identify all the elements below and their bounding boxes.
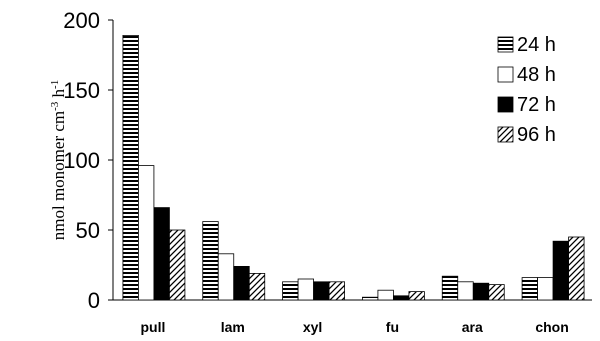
legend-label-72h: 72 h [517, 94, 556, 116]
bar-lam-72h [233, 265, 250, 301]
legend-label-96h: 96 h [517, 124, 556, 146]
bar-xyl-48h [297, 278, 314, 301]
bar-ara-96h [488, 284, 505, 301]
bar-xyl-72h [313, 281, 330, 301]
bar-fu-96h [408, 291, 425, 301]
bar-lam-96h [248, 272, 266, 301]
category-label-lam: lam [221, 319, 245, 335]
category-label-fu: fu [386, 319, 399, 335]
bar-chon-48h [537, 277, 554, 301]
y-tick-label: 150 [63, 78, 100, 103]
bar-fu-72h [393, 295, 410, 301]
y-axis-label: nmol monomer cm-3 h-1 [49, 80, 68, 240]
bar-fu-48h [377, 289, 394, 301]
bars [122, 35, 585, 301]
bar-ara-48h [457, 281, 474, 301]
bar-lam-48h [217, 253, 235, 301]
legend-swatch-72h [497, 96, 514, 113]
bar-pull-96h [169, 229, 186, 301]
bar-chon-72h [552, 240, 569, 301]
bar-xyl-24h [282, 281, 299, 301]
bar-ara-24h [441, 275, 459, 301]
y-axis-ticks: 0 50 100 150 200 [63, 8, 113, 313]
bar-pull-72h [153, 207, 170, 301]
legend: 24 h 48 h 72 h 96 h [497, 34, 556, 146]
bar-pull-24h [122, 35, 139, 301]
legend-swatch-24h [497, 36, 514, 53]
bar-xyl-96h [328, 281, 345, 301]
y-tick-label: 50 [76, 218, 100, 243]
legend-label-24h: 24 h [517, 34, 556, 56]
category-label-ara: ara [462, 319, 483, 335]
category-labels: pull lam xyl fu ara chon [140, 319, 568, 335]
category-label-xyl: xyl [303, 319, 322, 335]
y-tick-label: 100 [63, 148, 100, 173]
bar-ara-72h [472, 282, 490, 301]
bar-chon-96h [568, 236, 585, 301]
bar-chon-24h [521, 277, 538, 301]
y-tick-label: 0 [88, 288, 100, 313]
bar-lam-24h [202, 221, 219, 301]
y-tick-label: 200 [63, 8, 100, 33]
legend-label-48h: 48 h [517, 64, 556, 86]
legend-swatch-48h [497, 66, 514, 83]
bar-pull-48h [138, 165, 155, 301]
legend-swatch-96h [497, 126, 514, 143]
bar-fu-24h [362, 296, 379, 301]
category-label-pull: pull [140, 319, 165, 335]
category-label-chon: chon [535, 319, 568, 335]
